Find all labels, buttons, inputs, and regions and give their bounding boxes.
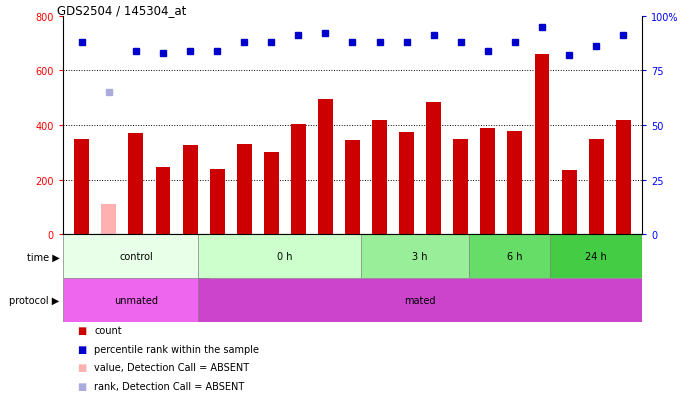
Bar: [264, 153, 279, 235]
Text: ■: ■: [77, 381, 86, 391]
Text: GDS2504 / 145304_at: GDS2504 / 145304_at: [57, 4, 186, 17]
Bar: [562, 170, 577, 235]
Text: count: count: [94, 325, 122, 335]
Text: mated: mated: [404, 295, 436, 305]
Bar: [198, 235, 371, 278]
Bar: [101, 205, 117, 235]
Bar: [345, 141, 360, 235]
Text: protocol ▶: protocol ▶: [9, 295, 59, 305]
Text: 3 h: 3 h: [413, 252, 428, 262]
Bar: [361, 235, 480, 278]
Bar: [469, 235, 561, 278]
Text: ■: ■: [77, 344, 86, 354]
Text: percentile rank within the sample: percentile rank within the sample: [94, 344, 259, 354]
Bar: [291, 124, 306, 235]
Text: ■: ■: [77, 325, 86, 335]
Text: 6 h: 6 h: [507, 252, 523, 262]
Bar: [453, 139, 468, 235]
Bar: [318, 100, 333, 235]
Text: 24 h: 24 h: [585, 252, 607, 262]
Bar: [63, 235, 209, 278]
Text: unmated: unmated: [114, 295, 158, 305]
Text: time ▶: time ▶: [27, 252, 59, 262]
Text: value, Detection Call = ABSENT: value, Detection Call = ABSENT: [94, 363, 249, 373]
Bar: [480, 128, 496, 235]
Bar: [535, 55, 549, 235]
Bar: [550, 235, 642, 278]
Bar: [588, 140, 604, 235]
Text: ■: ■: [77, 363, 86, 373]
Bar: [198, 278, 642, 322]
Bar: [209, 169, 225, 235]
Bar: [74, 139, 89, 235]
Bar: [507, 132, 522, 235]
Bar: [237, 145, 252, 235]
Text: control: control: [119, 252, 153, 262]
Bar: [372, 120, 387, 235]
Text: rank, Detection Call = ABSENT: rank, Detection Call = ABSENT: [94, 381, 244, 391]
Bar: [63, 278, 209, 322]
Text: 0 h: 0 h: [277, 252, 292, 262]
Bar: [128, 134, 143, 235]
Bar: [399, 133, 414, 235]
Bar: [426, 102, 441, 235]
Bar: [183, 146, 198, 235]
Bar: [616, 120, 631, 235]
Bar: [156, 167, 170, 235]
